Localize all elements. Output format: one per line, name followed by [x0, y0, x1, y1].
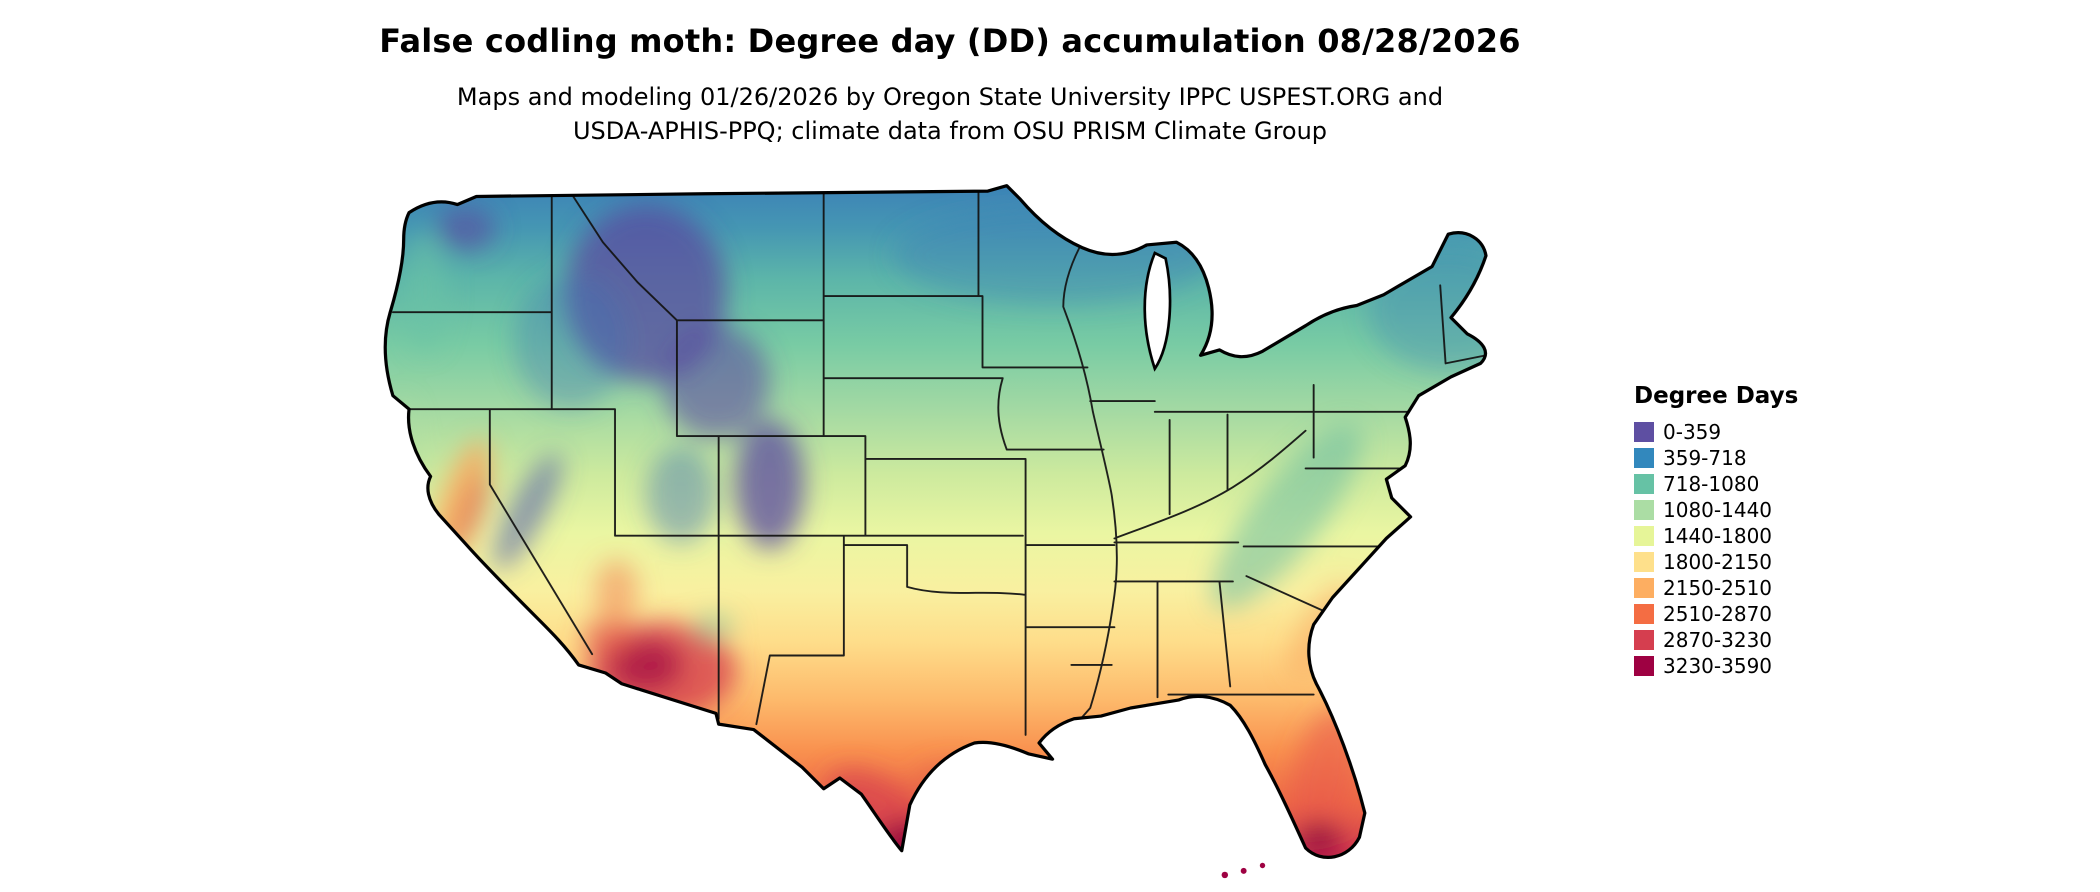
legend-swatch-3 — [1634, 500, 1654, 520]
legend-label-7: 2510-2870 — [1663, 602, 1773, 626]
legend-label-0: 0-359 — [1663, 420, 1722, 444]
legend-swatch-4 — [1634, 526, 1654, 546]
legend-swatch-8 — [1634, 630, 1654, 650]
legend-item-8: 2870-3230 — [1634, 627, 1798, 653]
header: False codling moth: Degree day (DD) accu… — [100, 22, 1800, 148]
legend-title: Degree Days — [1634, 383, 1799, 409]
legend-item-0: 0-359 — [1634, 419, 1798, 445]
legend-swatch-2 — [1634, 474, 1654, 494]
legend-item-7: 2510-2870 — [1634, 601, 1798, 627]
map-title: False codling moth: Degree day (DD) accu… — [379, 22, 1521, 60]
legend-item-9: 3230-3590 — [1634, 653, 1798, 679]
legend-item-5: 1800-2150 — [1634, 549, 1798, 575]
legend-swatch-6 — [1634, 578, 1654, 598]
legend-swatch-5 — [1634, 552, 1654, 572]
legend-label-8: 2870-3230 — [1663, 628, 1773, 652]
legend-swatch-1 — [1634, 448, 1654, 468]
legend-item-2: 718-1080 — [1634, 471, 1798, 497]
degree-day-raster — [385, 185, 1486, 858]
lake-michigan — [1143, 251, 1172, 372]
us-map-svg — [383, 184, 1488, 879]
legend-item-4: 1440-1800 — [1634, 523, 1798, 549]
legend-label-4: 1440-1800 — [1663, 524, 1773, 548]
legend-label-9: 3230-3590 — [1663, 654, 1773, 678]
legend-label-3: 1080-1440 — [1663, 498, 1773, 522]
legend-label-5: 1800-2150 — [1663, 550, 1773, 574]
us-degree-day-map — [300, 183, 1595, 883]
legend: Degree Days 0-359 359-718 718-1080 1080-144… — [1634, 383, 1798, 679]
legend-swatch-9 — [1634, 656, 1654, 676]
map-subtitle-line-2: USDA-APHIS-PPQ; climate data from OSU PR… — [572, 117, 1328, 145]
legend-items: 0-359 359-718 718-1080 1080-1440 1440-1800 18… — [1634, 419, 1798, 679]
map-subtitle-line-1: Maps and modeling 01/26/2026 by Oregon S… — [456, 83, 1444, 111]
legend-swatch-7 — [1634, 604, 1654, 624]
legend-swatch-0 — [1634, 422, 1654, 442]
legend-item-3: 1080-1440 — [1634, 497, 1798, 523]
state-borders — [391, 190, 1486, 736]
florida-keys — [1221, 862, 1266, 879]
legend-item-6: 2150-2510 — [1634, 575, 1798, 601]
legend-label-6: 2150-2510 — [1663, 576, 1773, 600]
legend-label-2: 718-1080 — [1663, 472, 1760, 496]
legend-label-1: 359-718 — [1663, 446, 1747, 470]
legend-item-1: 359-718 — [1634, 445, 1798, 471]
